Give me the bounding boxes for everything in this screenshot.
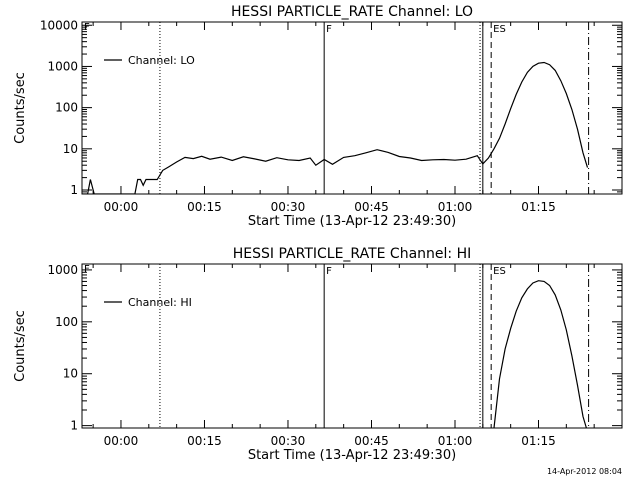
x-tick-label: 01:00 (438, 200, 473, 214)
start-marker-label: F (84, 264, 90, 275)
event-marker-label: ES (493, 24, 506, 35)
x-tick-label: 00:45 (354, 200, 389, 214)
chart-title: HESSI PARTICLE_RATE Channel: LO (231, 4, 473, 20)
x-tick-label: 01:00 (438, 434, 473, 448)
y-tick-label: 100 (55, 315, 78, 329)
x-tick-label: 00:15 (187, 434, 222, 448)
x-tick-label: 00:45 (354, 434, 389, 448)
start-marker-label: F (84, 22, 90, 33)
y-tick-label: 1 (70, 419, 78, 433)
series-line (82, 61, 589, 194)
panel-lo: HESSI PARTICLE_RATE Channel: LO 00:00 00:1… (13, 4, 623, 229)
series-line (493, 280, 587, 428)
event-marker-label: F (326, 266, 332, 277)
legend-label: Channel: HI (128, 296, 192, 309)
y-tick-label: 1000 (47, 59, 78, 73)
y-axis-label: Counts/sec (13, 72, 28, 144)
footer-date: 14-Apr-2012 08:04 (547, 467, 622, 476)
y-axis-label: Counts/sec (13, 310, 28, 382)
chart-title: HESSI PARTICLE_RATE Channel: HI (233, 246, 471, 262)
x-axis-label: Start Time (13-Apr-12 23:49:30) (248, 214, 456, 229)
x-tick-label: 00:15 (187, 200, 222, 214)
y-tick-label: 1000 (47, 263, 78, 277)
y-tick-label: 10 (63, 367, 78, 381)
x-tick-label: 01:15 (521, 200, 556, 214)
event-marker-label: ES (493, 266, 506, 277)
x-tick-label: 01:15 (521, 434, 556, 448)
x-axis-label: Start Time (13-Apr-12 23:49:30) (248, 448, 456, 463)
event-marker-label: F (326, 24, 332, 35)
y-tick-label: 100 (55, 101, 78, 115)
x-tick-label: 00:00 (104, 200, 139, 214)
y-tick-label: 10000 (40, 18, 78, 32)
x-tick-label: 00:00 (104, 434, 139, 448)
legend-label: Channel: LO (128, 54, 195, 67)
x-tick-label: 00:30 (271, 434, 306, 448)
y-tick-label: 1 (70, 183, 78, 197)
panel-hi: HESSI PARTICLE_RATE Channel: HI 00:00 00:1… (13, 246, 623, 463)
y-tick-label: 10 (63, 142, 78, 156)
plot-frame (81, 263, 623, 429)
x-tick-label: 00:30 (271, 200, 306, 214)
